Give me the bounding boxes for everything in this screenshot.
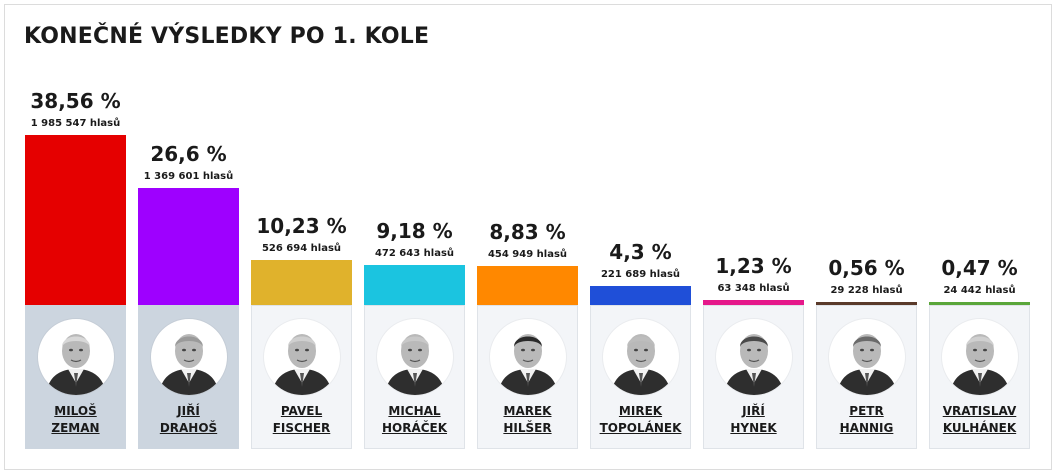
result-bar bbox=[929, 302, 1030, 305]
candidate-portrait-icon bbox=[46, 334, 106, 395]
percent-label: 0,47 % bbox=[941, 256, 1018, 280]
candidate-first-name[interactable]: JIŘÍ bbox=[177, 404, 200, 418]
result-bar bbox=[816, 302, 917, 305]
candidate-last-name[interactable]: HYNEK bbox=[730, 421, 777, 435]
chart-title: KONEČNÉ VÝSLEDKY PO 1. KOLE bbox=[24, 24, 430, 49]
candidate-column: 10,23 % 526 694 hlasů PAVEL FISCHER bbox=[251, 0, 352, 475]
percent-label: 8,83 % bbox=[489, 220, 566, 244]
candidate-photo[interactable] bbox=[377, 319, 453, 395]
candidate-column: 8,83 % 454 949 hlasů MAREK HILŠER bbox=[477, 0, 578, 475]
candidate-name-link[interactable]: PAVEL FISCHER bbox=[252, 403, 351, 437]
result-bar bbox=[138, 188, 239, 305]
candidate-column: 4,3 % 221 689 hlasů MIREK TOPOLÁNEK bbox=[590, 0, 691, 475]
candidate-photo[interactable] bbox=[38, 319, 114, 395]
percent-label: 10,23 % bbox=[256, 214, 347, 238]
candidate-last-name[interactable]: FISCHER bbox=[272, 421, 331, 435]
result-bar bbox=[25, 135, 126, 305]
candidate-name-link[interactable]: VRATISLAV KULHÁNEK bbox=[930, 403, 1029, 437]
candidate-card[interactable]: MILOŠ ZEMAN bbox=[25, 305, 126, 449]
percent-label: 26,6 % bbox=[150, 142, 227, 166]
candidate-photo[interactable] bbox=[942, 319, 1018, 395]
candidate-last-name[interactable]: HANNIG bbox=[839, 421, 894, 435]
candidate-name-link[interactable]: JIŘÍ HYNEK bbox=[704, 403, 803, 437]
percent-label: 1,23 % bbox=[715, 254, 792, 278]
percent-label: 4,3 % bbox=[609, 240, 672, 264]
candidate-photo[interactable] bbox=[264, 319, 340, 395]
candidate-portrait-icon bbox=[498, 334, 558, 395]
candidate-card[interactable]: PETR HANNIG bbox=[816, 305, 917, 449]
candidate-last-name[interactable]: HILŠER bbox=[503, 421, 552, 435]
candidate-name-link[interactable]: MILOŠ ZEMAN bbox=[26, 403, 125, 437]
candidate-column: 38,56 % 1 985 547 hlasů MILOŠ ZEMAN bbox=[25, 0, 126, 475]
votes-label: 24 442 hlasů bbox=[943, 285, 1016, 296]
candidate-name-link[interactable]: MICHAL HORÁČEK bbox=[365, 403, 464, 437]
candidate-photo[interactable] bbox=[716, 319, 792, 395]
votes-label: 221 689 hlasů bbox=[600, 269, 681, 280]
candidate-portrait-icon bbox=[159, 334, 219, 395]
candidate-last-name[interactable]: DRAHOŠ bbox=[159, 421, 218, 435]
result-bar bbox=[251, 260, 352, 305]
percent-label: 9,18 % bbox=[376, 219, 453, 243]
votes-label: 454 949 hlasů bbox=[487, 249, 568, 260]
result-bar bbox=[590, 286, 691, 305]
votes-label: 1 369 601 hlasů bbox=[143, 171, 234, 182]
votes-label: 29 228 hlasů bbox=[830, 285, 903, 296]
candidate-photo[interactable] bbox=[151, 319, 227, 395]
candidate-first-name[interactable]: VRATISLAV bbox=[942, 404, 1017, 418]
candidate-card[interactable]: JIŘÍ DRAHOŠ bbox=[138, 305, 239, 449]
candidate-column: 9,18 % 472 643 hlasů MICHAL HORÁČEK bbox=[364, 0, 465, 475]
candidate-first-name[interactable]: MAREK bbox=[503, 404, 552, 418]
candidate-first-name[interactable]: MILOŠ bbox=[54, 404, 97, 418]
candidate-portrait-icon bbox=[950, 334, 1010, 395]
candidate-card[interactable]: MAREK HILŠER bbox=[477, 305, 578, 449]
candidate-last-name[interactable]: ZEMAN bbox=[51, 421, 100, 435]
candidate-column: 0,56 % 29 228 hlasů PETR HANNIG bbox=[816, 0, 917, 475]
votes-label: 1 985 547 hlasů bbox=[30, 118, 121, 129]
candidate-portrait-icon bbox=[611, 334, 671, 395]
candidate-portrait-icon bbox=[272, 334, 332, 395]
candidate-first-name[interactable]: MICHAL bbox=[388, 404, 441, 418]
candidate-card[interactable]: VRATISLAV KULHÁNEK bbox=[929, 305, 1030, 449]
candidate-portrait-icon bbox=[837, 334, 897, 395]
candidate-column: 1,23 % 63 348 hlasů JIŘÍ HYNEK bbox=[703, 0, 804, 475]
candidate-first-name[interactable]: JIŘÍ bbox=[742, 404, 765, 418]
candidate-photo[interactable] bbox=[603, 319, 679, 395]
candidate-card[interactable]: MICHAL HORÁČEK bbox=[364, 305, 465, 449]
candidate-card[interactable]: PAVEL FISCHER bbox=[251, 305, 352, 449]
candidate-portrait-icon bbox=[724, 334, 784, 395]
candidate-first-name[interactable]: PETR bbox=[849, 404, 884, 418]
candidate-name-link[interactable]: MAREK HILŠER bbox=[478, 403, 577, 437]
candidate-column: 0,47 % 24 442 hlasů VRATISLAV KULHÁNEK bbox=[929, 0, 1030, 475]
candidate-card[interactable]: MIREK TOPOLÁNEK bbox=[590, 305, 691, 449]
candidate-card[interactable]: JIŘÍ HYNEK bbox=[703, 305, 804, 449]
votes-label: 472 643 hlasů bbox=[374, 248, 455, 259]
candidate-name-link[interactable]: PETR HANNIG bbox=[817, 403, 916, 437]
candidate-last-name[interactable]: HORÁČEK bbox=[381, 421, 448, 435]
result-bar bbox=[703, 300, 804, 305]
result-bar bbox=[477, 266, 578, 305]
candidate-photo[interactable] bbox=[829, 319, 905, 395]
percent-label: 38,56 % bbox=[30, 89, 121, 113]
result-bar bbox=[364, 265, 465, 305]
candidate-name-link[interactable]: JIŘÍ DRAHOŠ bbox=[139, 403, 238, 437]
percent-label: 0,56 % bbox=[828, 256, 905, 280]
votes-label: 63 348 hlasů bbox=[717, 283, 790, 294]
candidate-last-name[interactable]: TOPOLÁNEK bbox=[599, 421, 682, 435]
candidate-first-name[interactable]: PAVEL bbox=[280, 404, 323, 418]
candidate-last-name[interactable]: KULHÁNEK bbox=[942, 421, 1017, 435]
candidate-first-name[interactable]: MIREK bbox=[618, 404, 663, 418]
candidate-portrait-icon bbox=[385, 334, 445, 395]
votes-label: 526 694 hlasů bbox=[261, 243, 342, 254]
candidate-photo[interactable] bbox=[490, 319, 566, 395]
candidate-name-link[interactable]: MIREK TOPOLÁNEK bbox=[591, 403, 690, 437]
candidate-column: 26,6 % 1 369 601 hlasů JIŘÍ DRAHOŠ bbox=[138, 0, 239, 475]
